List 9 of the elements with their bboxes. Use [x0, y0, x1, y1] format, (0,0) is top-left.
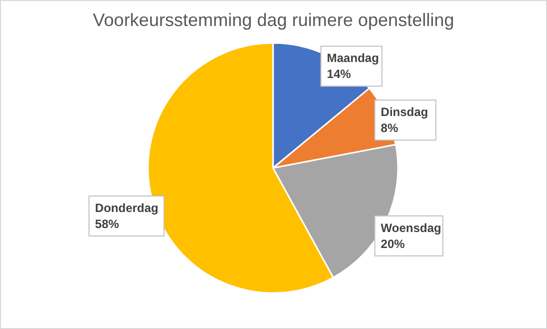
chart-title: Voorkeursstemming dag ruimere openstelling	[92, 10, 454, 30]
data-label: 14%	[326, 67, 352, 82]
slice-label: Dinsdag	[380, 105, 428, 120]
slice-label: Donderdag	[95, 200, 158, 215]
slice-label: Maandag	[326, 51, 379, 66]
data-label: 58%	[95, 216, 120, 231]
data-label: 8%	[380, 121, 398, 136]
data-label: 20%	[380, 236, 406, 251]
slice-label: Woensdag	[380, 220, 442, 235]
